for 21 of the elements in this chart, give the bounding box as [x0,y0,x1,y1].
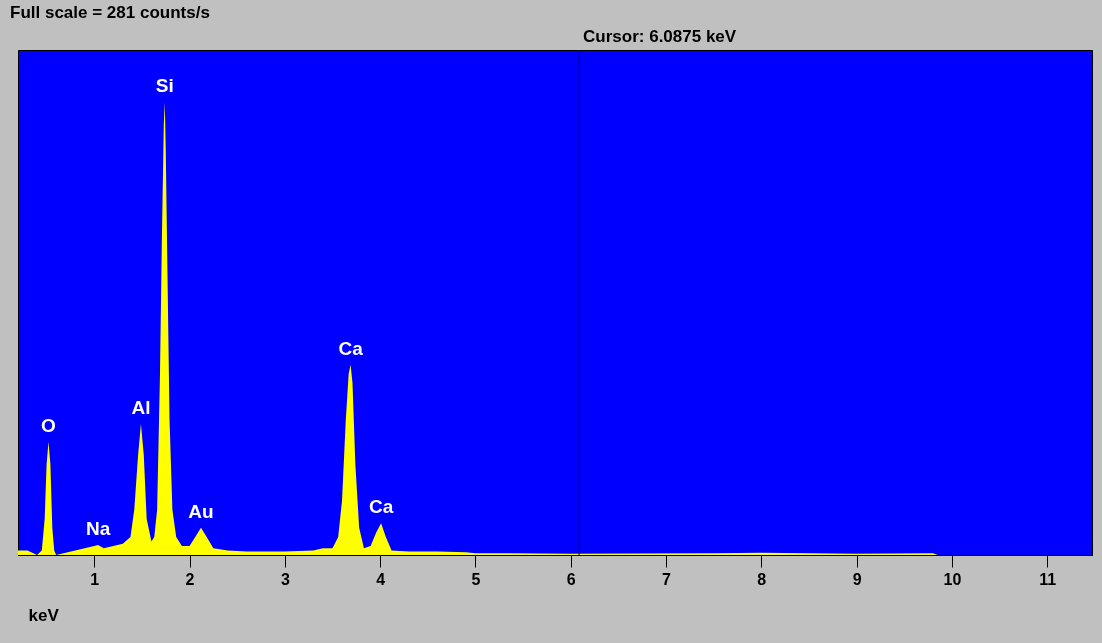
x-tick-label: 10 [943,570,962,588]
annotation: Ca [338,337,364,359]
x-axis-title: keV [28,605,60,625]
x-tick-label: 3 [280,570,290,588]
annotation: O [41,414,56,436]
x-tick-label: 4 [376,570,386,588]
x-tick-label: 11 [1039,570,1057,588]
x-tick-label: 6 [566,570,576,588]
annotation: Au [188,500,214,522]
annotation: Ca [368,496,394,518]
x-tick-label: 5 [471,570,481,588]
annotation: Al [131,396,151,418]
x-tick-label: 1 [90,570,100,588]
x-tick-label: 7 [662,570,672,588]
x-tick-label: 8 [757,570,767,588]
ref-line-label: Cursor: 6.0875 keV [583,27,737,46]
x-tick-label: 2 [185,570,195,588]
x-tick-label: 9 [852,570,862,588]
annotation: Na [85,518,111,540]
chart-title: Full scale = 281 counts/s [10,3,210,22]
annotation: Si [155,75,174,97]
